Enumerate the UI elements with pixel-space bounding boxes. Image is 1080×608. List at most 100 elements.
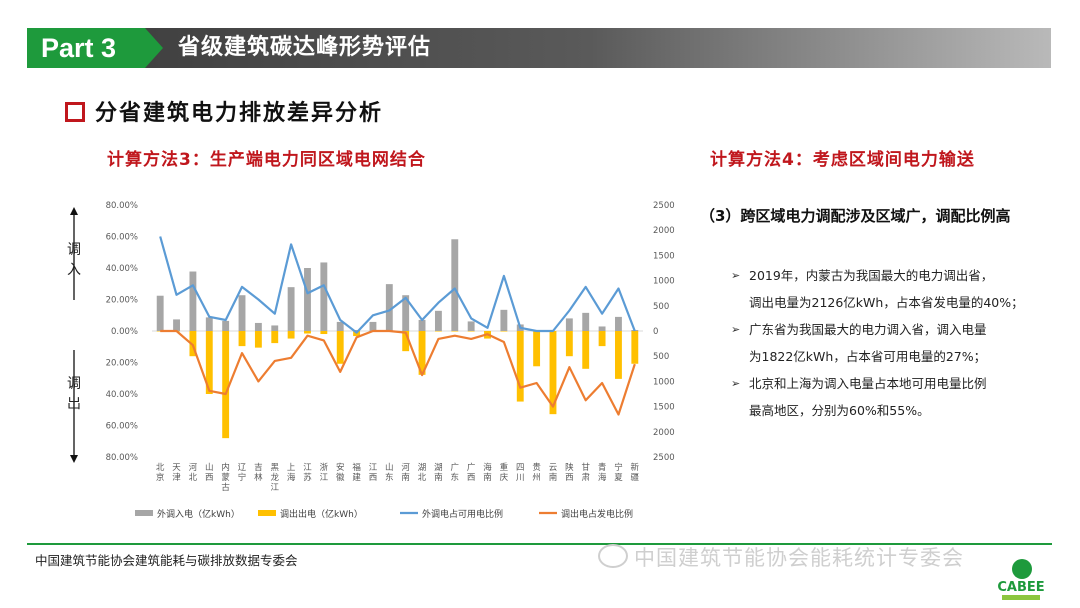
legend-swatch (135, 510, 153, 516)
import-bar (402, 295, 410, 331)
bullet-line: 北京和上海为调入电量占本地可用电量比例 (749, 376, 987, 391)
import-bar (287, 287, 295, 331)
import-bar (598, 326, 606, 331)
right-axis-tick-label: 1500 (653, 251, 675, 261)
export-bar (189, 331, 197, 357)
x-tick-label: 四川 (516, 463, 525, 483)
x-tick-label: 安徽 (336, 462, 345, 483)
x-tick-label: 上海 (287, 463, 296, 483)
export-bar (516, 331, 524, 402)
x-tick-label: 广东 (451, 462, 460, 483)
x-tick-label: 陕西 (565, 462, 574, 483)
export-label: 调出 (67, 376, 81, 412)
import-bar (385, 284, 393, 331)
import-bar (205, 317, 213, 331)
x-tick-label: 河北 (189, 462, 198, 483)
import-bar (238, 295, 246, 331)
section-square-icon (65, 102, 85, 122)
method3-title: 计算方法3：生产端电力同区域电网结合 (107, 150, 426, 170)
panel-title: （3）跨区域电力调配涉及区域广，调配比例高 (700, 207, 1011, 225)
wechat-icon (598, 544, 628, 568)
import-bar (336, 321, 344, 331)
import-bar (369, 321, 377, 331)
bullet-arrow-icon: ➢ (731, 269, 741, 282)
bullet-line: 2019年，内蒙古为我国最大的电力调出省， (749, 268, 994, 283)
logo-text: CABEE (997, 580, 1044, 595)
right-axis-tick-label: 0 (653, 327, 658, 337)
import-bar (320, 262, 328, 331)
left-axis-tick-label: 40.00% (106, 390, 138, 400)
x-tick-label: 贵州 (532, 462, 541, 483)
chart-legend: 外调入电（亿kWh） 调出出电（亿kWh） 外调电占可用电比例 调出电占发电比例 (135, 508, 633, 520)
down-arrow-icon (70, 455, 78, 463)
right-axis-tick-label: 1500 (653, 403, 675, 413)
x-tick-label: 重庆 (500, 462, 509, 483)
export-bar (582, 331, 590, 369)
x-tick-label: 河南 (401, 462, 410, 483)
export-bar (336, 331, 344, 364)
x-tick-label: 江苏 (303, 463, 312, 483)
legend-swatch (258, 510, 276, 516)
left-axis-tick-label: 40.00% (106, 264, 138, 274)
x-tick-label: 山东 (385, 462, 394, 483)
export-bar (631, 331, 639, 364)
import-bar (565, 318, 573, 331)
export-bar (271, 331, 279, 344)
import-bar (353, 329, 361, 331)
x-tick-label: 广西 (467, 462, 476, 483)
legend-label: 调出出电（亿kWh） (280, 508, 363, 520)
export-bar (238, 331, 246, 347)
legend-label: 调出电占发电比例 (561, 508, 633, 520)
import-ratio-line (159, 236, 636, 334)
logo-base (1002, 595, 1040, 600)
x-tick-label: 吉林 (254, 463, 263, 483)
x-tick-label: 云南 (549, 463, 558, 483)
legend-label: 外调电占可用电比例 (422, 508, 503, 520)
bullet-line: 最高地区，分别为60%和55%。 (749, 403, 930, 418)
export-bar (549, 331, 557, 415)
footer-divider (27, 543, 1052, 545)
right-axis-tick-label: 1000 (653, 277, 675, 287)
legend-label: 外调入电（亿kWh） (157, 508, 240, 520)
import-bar (254, 322, 262, 331)
x-tick-label: 浙江 (320, 462, 329, 483)
import-bar (189, 271, 197, 331)
import-bar (304, 268, 311, 331)
left-axis-tick-label: 20.00% (106, 359, 138, 369)
footer-text: 中国建筑节能协会建筑能耗与碳排放数据专委会 (35, 553, 298, 568)
export-bar (205, 331, 213, 394)
page-title: 省级建筑碳达峰形势评估 (178, 35, 432, 60)
side-arrows (70, 207, 78, 463)
import-bar (173, 319, 180, 331)
x-tick-label: 海南 (483, 462, 492, 483)
method4-title: 计算方法4：考虑区域间电力输送 (710, 150, 975, 170)
chart-bars (156, 239, 639, 439)
part-label: Part 3 (27, 28, 145, 68)
export-ratio-line (160, 329, 636, 416)
chart: 80.00% 60.00% 40.00% 20.00% 0.00% 20.00% 40.00… (106, 201, 675, 520)
header-bar (27, 28, 1051, 68)
import-bar (615, 316, 622, 331)
export-bar (615, 331, 622, 379)
bullet-item: ➢ 广东省为我国最大的电力调入省，调入电量 为1822亿kWh，占本省可用电量的… (731, 316, 1061, 370)
import-bar (418, 319, 426, 331)
left-axis-tick-label: 60.00% (106, 422, 138, 432)
bullet-line: 为1822亿kWh，占本省可用电量的27%； (749, 349, 987, 364)
x-tick-label: 宁夏 (614, 462, 623, 483)
right-axis-tick-label: 2500 (653, 453, 675, 463)
right-axis-tick-label: 2500 (653, 201, 675, 211)
up-arrow-icon (70, 207, 78, 215)
bullet-line: 调出电量为2126亿kWh，占本省发电量的40%； (749, 295, 1024, 310)
part-arrow-icon (145, 28, 163, 68)
import-bar (582, 312, 590, 331)
export-bar (304, 331, 311, 334)
x-tick-label: 北京 (156, 463, 165, 483)
left-axis-tick-label: 80.00% (106, 453, 138, 463)
export-bar (565, 331, 573, 357)
export-bar (402, 331, 410, 352)
export-bar (500, 331, 508, 332)
chart-x-labels: 北京天津河北山西内蒙古辽宁吉林黑龙江上海江苏浙江安徽福建江西山东河南湖北湖南广东… (156, 462, 640, 493)
logo-circle (1012, 559, 1032, 579)
x-tick-label: 湖南 (434, 463, 443, 483)
bullet-list: ➢ 2019年，内蒙古为我国最大的电力调出省， 调出电量为2126亿kWh，占本… (731, 262, 1061, 424)
